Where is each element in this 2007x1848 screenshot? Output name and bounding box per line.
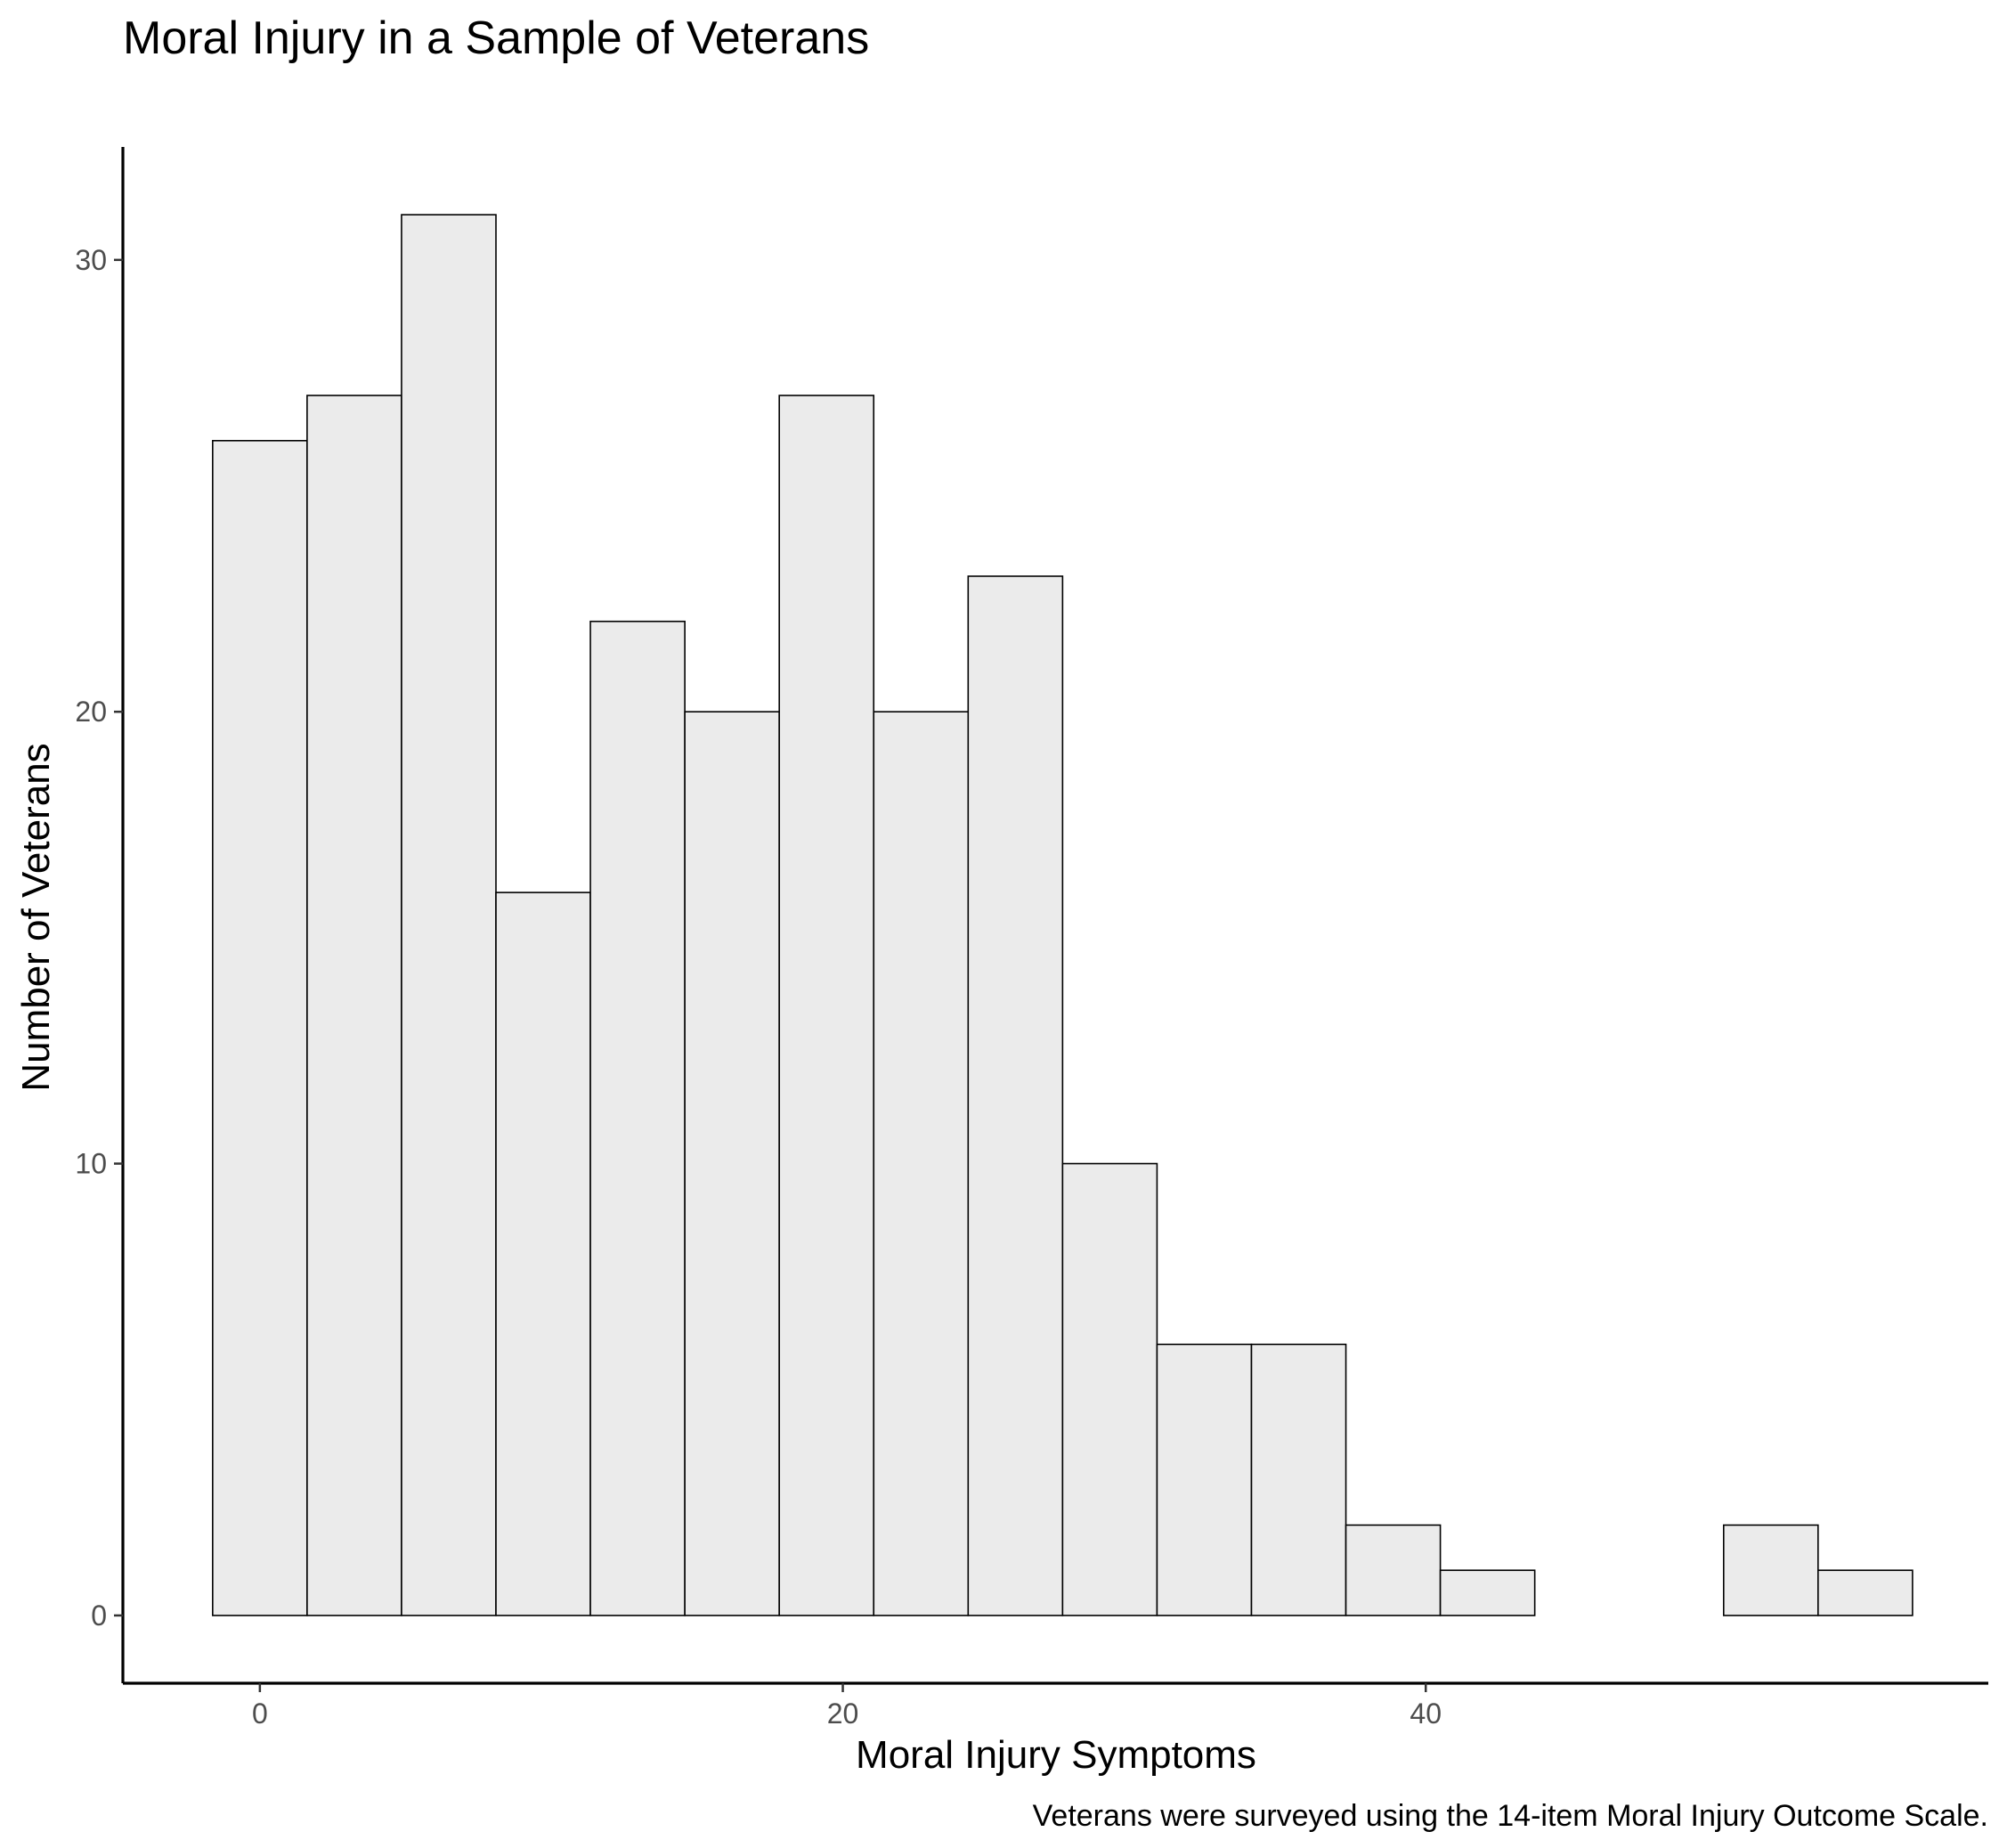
histogram-bar bbox=[1250, 1343, 1347, 1616]
histogram-bar bbox=[495, 891, 591, 1616]
y-tick-label: 10 bbox=[75, 1148, 107, 1180]
x-tick-label: 40 bbox=[1410, 1697, 1442, 1730]
y-tick-label: 20 bbox=[75, 696, 107, 728]
histogram-bar bbox=[306, 395, 402, 1616]
y-axis-title: Number of Veterans bbox=[14, 743, 58, 1091]
histogram-bar bbox=[778, 395, 875, 1616]
y-tick-label: 30 bbox=[75, 244, 107, 276]
histogram-bar bbox=[873, 711, 970, 1616]
histogram-bar bbox=[1061, 1162, 1158, 1616]
y-axis-ticks: 0 10 20 30 bbox=[75, 244, 123, 1632]
x-tick-label: 0 bbox=[252, 1697, 268, 1730]
histogram-bar bbox=[589, 620, 686, 1616]
chart-title: Moral Injury in a Sample of Veterans bbox=[123, 12, 869, 64]
histogram-bar bbox=[1156, 1343, 1253, 1616]
histogram-bar bbox=[212, 439, 308, 1616]
histogram-bar bbox=[1345, 1524, 1442, 1616]
histogram-bar bbox=[684, 711, 780, 1616]
histogram-bar bbox=[1722, 1524, 1819, 1616]
y-tick-label: 0 bbox=[91, 1600, 107, 1632]
x-axis-ticks: 0 20 40 bbox=[252, 1683, 1442, 1730]
x-tick-label: 20 bbox=[827, 1697, 859, 1730]
histogram-bar bbox=[967, 575, 1064, 1616]
histogram-bar bbox=[401, 214, 497, 1616]
x-axis-title: Moral Injury Symptoms bbox=[856, 1733, 1256, 1777]
histogram-bar bbox=[1439, 1569, 1536, 1616]
chart-caption: Veterans were surveyed using the 14-item… bbox=[1033, 1799, 1988, 1833]
histogram-bar bbox=[1817, 1569, 1914, 1616]
histogram-bars bbox=[212, 214, 1914, 1616]
